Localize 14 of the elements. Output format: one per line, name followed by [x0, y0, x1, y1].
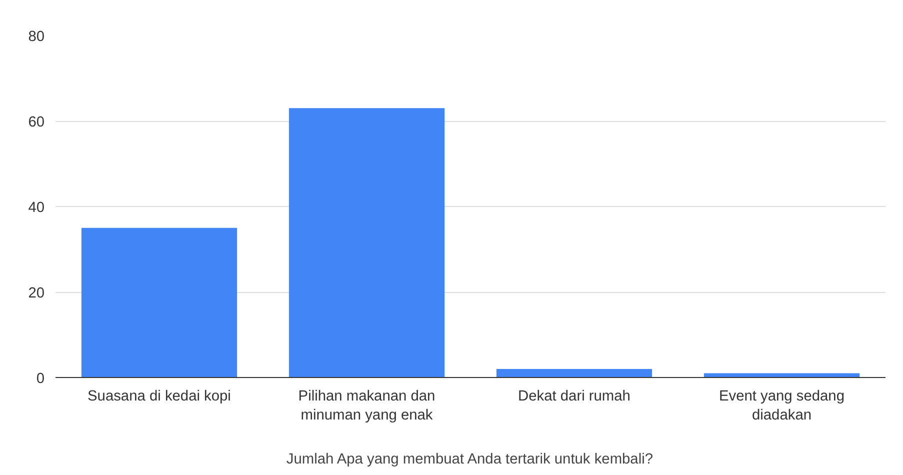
x-tick-label: Suasana di kedai kopi: [88, 388, 231, 404]
y-tick-label: 20: [28, 286, 45, 302]
y-tick-label: 40: [28, 200, 45, 216]
bar: [81, 228, 238, 378]
x-tick-label: Pilihan makanan dan minuman yang enak: [298, 388, 436, 424]
x-tick-label: Dekat dari rumah: [518, 388, 630, 404]
x-axis-title: Jumlah Apa yang membuat Anda tertarik untuk kembali?: [286, 452, 654, 468]
y-tick-label: 80: [28, 29, 45, 45]
y-tick-label: 0: [36, 371, 45, 387]
x-tick-label: Event yang sedang diadakan: [719, 388, 845, 424]
bar: [704, 373, 860, 378]
bar: [496, 368, 652, 378]
y-tick-label: 60: [28, 114, 45, 130]
bar: [288, 108, 445, 378]
